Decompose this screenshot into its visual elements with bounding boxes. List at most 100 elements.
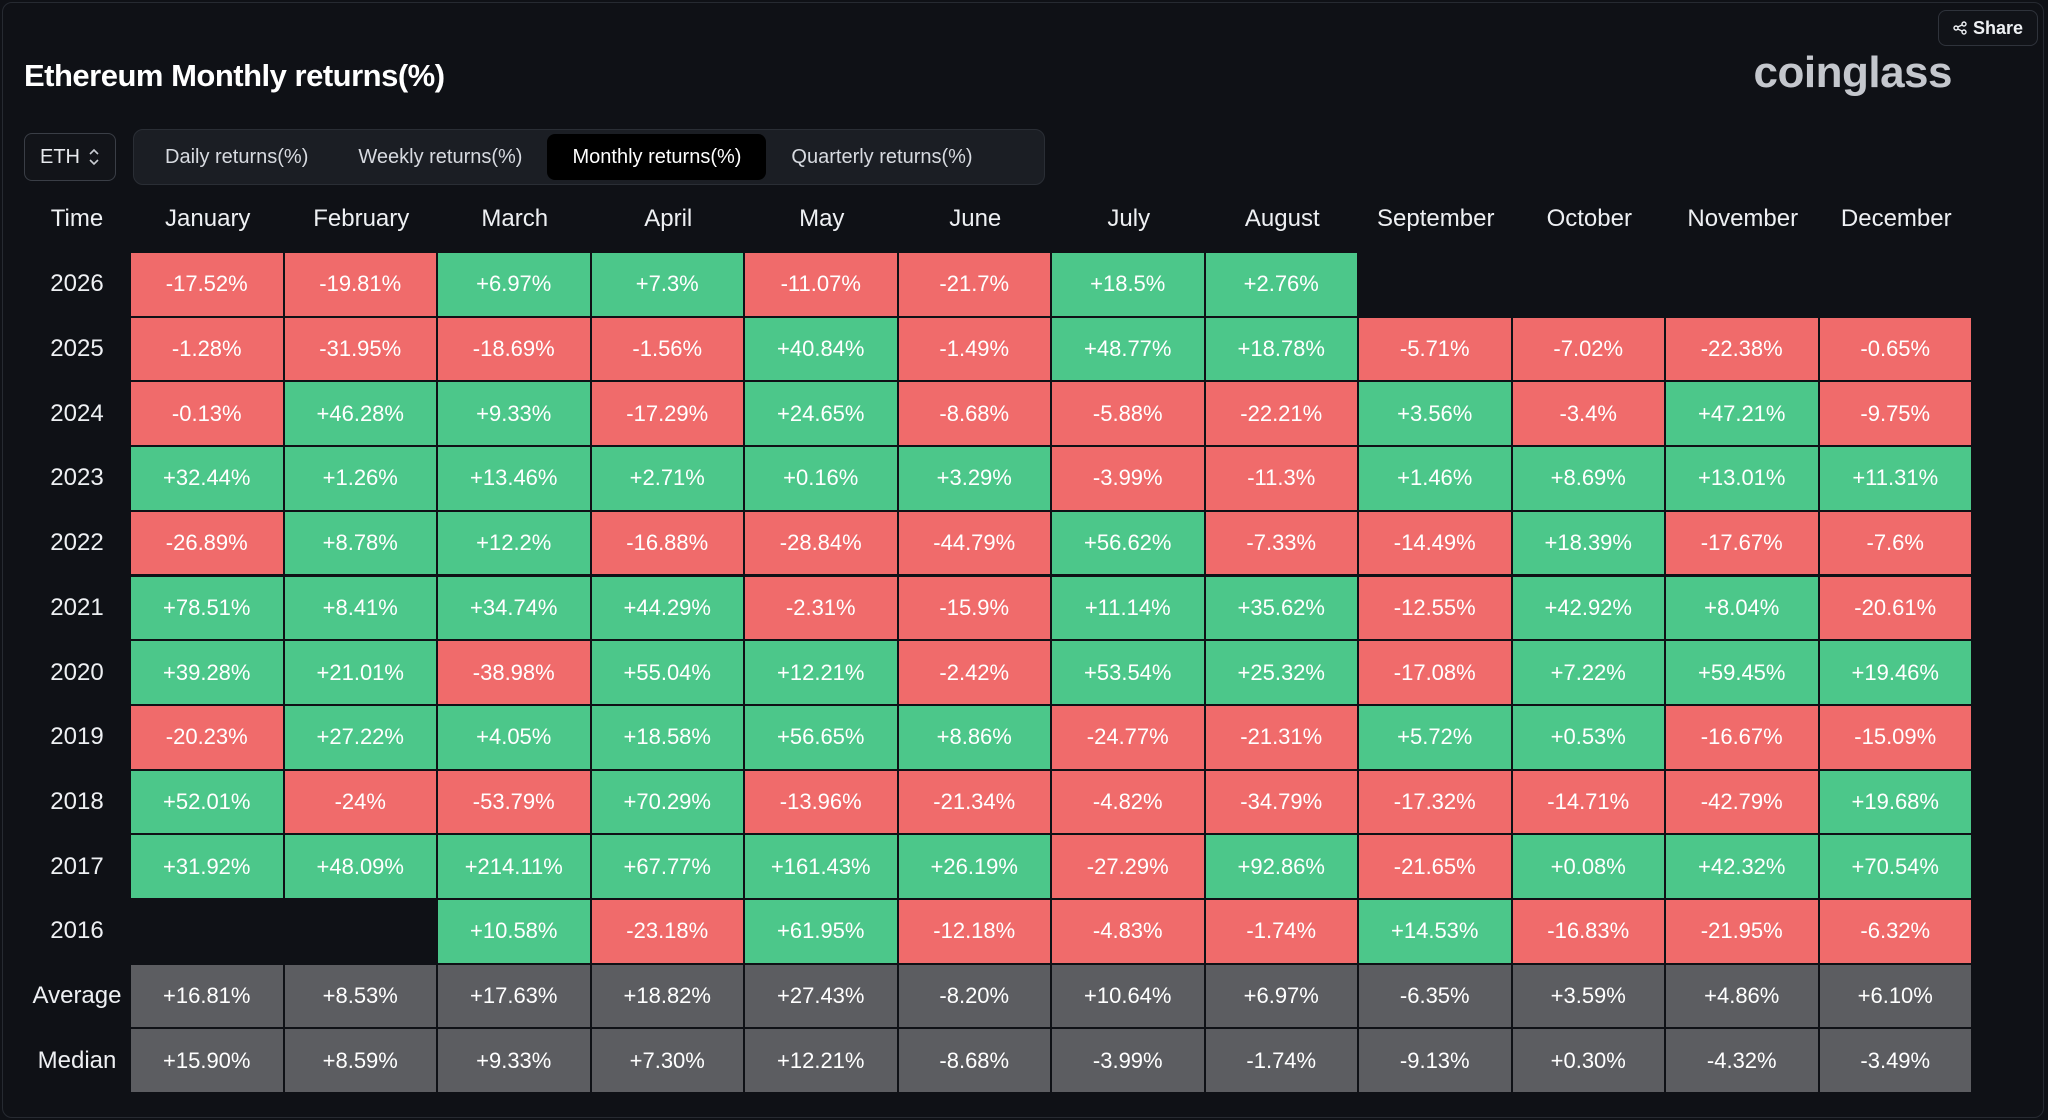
heatmap-cell: -21.7%: [898, 253, 1050, 316]
heatmap-cell: +61.95%: [745, 900, 897, 963]
heatmap-cell: -8.68%: [898, 1029, 1050, 1093]
heatmap-cell: +18.58%: [591, 705, 743, 769]
heatmap-cell: -12.18%: [898, 900, 1050, 963]
heatmap-cell: +11.31%: [1819, 447, 1971, 510]
heatmap-cell: +7.30%: [591, 1029, 743, 1093]
heatmap-cell: +70.29%: [591, 770, 743, 834]
heatmap-cell: -28.84%: [745, 511, 897, 575]
row-label-2018: 2018: [50, 787, 104, 815]
heatmap-cell: +48.77%: [1052, 317, 1204, 381]
heatmap-cell: +4.05%: [438, 705, 590, 769]
heatmap-cell: +2.76%: [1205, 253, 1357, 316]
heatmap-cell: -3.49%: [1819, 1029, 1971, 1093]
heatmap-cell: +67.77%: [591, 835, 743, 898]
heatmap-cell: +8.53%: [284, 964, 436, 1028]
heatmap-cell: -2.42%: [898, 641, 1050, 704]
heatmap-cell: -21.31%: [1205, 705, 1357, 769]
tab-quarterly-returns[interactable]: Quarterly returns(%): [791, 145, 973, 168]
heatmap-cell: +21.01%: [284, 641, 436, 704]
column-header-august: August: [1244, 204, 1320, 232]
heatmap-cell: -5.71%: [1359, 317, 1511, 381]
heatmap-cell: +2.71%: [591, 447, 743, 510]
column-header-october: October: [1546, 204, 1632, 232]
heatmap-cell: +18.82%: [591, 964, 743, 1028]
row-label-2016: 2016: [50, 917, 104, 945]
heatmap-cell: +14.53%: [1359, 900, 1511, 963]
row-label-2023: 2023: [50, 464, 104, 492]
heatmap-cell: +12.2%: [438, 511, 590, 575]
heatmap-cell: +18.5%: [1052, 253, 1204, 316]
heatmap-cell: +214.11%: [438, 835, 590, 898]
heatmap-cell: +6.10%: [1819, 964, 1971, 1028]
heatmap-cell: +6.97%: [438, 253, 590, 316]
chevron-up-down-icon: [89, 148, 99, 166]
heatmap-cell: +3.29%: [898, 447, 1050, 510]
heatmap-cell: +46.28%: [284, 382, 436, 446]
heatmap-cell: -4.83%: [1052, 900, 1204, 963]
heatmap-cell: +24.65%: [745, 382, 897, 446]
heatmap-cell: -2.31%: [745, 576, 897, 640]
heatmap-cell: -8.20%: [898, 964, 1050, 1028]
heatmap-cell: +4.86%: [1666, 964, 1818, 1028]
heatmap-cell: +11.14%: [1052, 576, 1204, 640]
heatmap-cell: -7.02%: [1512, 317, 1664, 381]
heatmap-cell: +8.69%: [1512, 447, 1664, 510]
returns-period-tabs: Daily returns(%) Weekly returns(%) Month…: [133, 129, 1045, 185]
heatmap-cell: +0.30%: [1512, 1029, 1664, 1093]
row-label-2021: 2021: [50, 593, 104, 621]
heatmap-cell: -12.55%: [1359, 576, 1511, 640]
heatmap-cell: -21.95%: [1666, 900, 1818, 963]
heatmap-cell: -42.79%: [1666, 770, 1818, 834]
share-icon: [1953, 21, 1967, 35]
tab-daily-returns[interactable]: Daily returns(%): [165, 145, 309, 168]
page-title: Ethereum Monthly returns(%): [24, 58, 445, 93]
heatmap-cell: +7.3%: [591, 253, 743, 316]
heatmap-cell: -3.99%: [1052, 1029, 1204, 1093]
heatmap-cell: -26.89%: [131, 511, 283, 575]
heatmap-cell: -1.74%: [1205, 900, 1357, 963]
heatmap-cell: -3.99%: [1052, 447, 1204, 510]
heatmap-cell: +10.64%: [1052, 964, 1204, 1028]
heatmap-cell: -21.34%: [898, 770, 1050, 834]
heatmap-cell: +42.32%: [1666, 835, 1818, 898]
tab-monthly-returns[interactable]: Monthly returns(%): [547, 134, 767, 180]
heatmap-cell: +0.08%: [1512, 835, 1664, 898]
column-header-march: March: [481, 204, 549, 232]
corner-label: Time: [50, 204, 104, 232]
heatmap-cell: +8.59%: [284, 1029, 436, 1093]
heatmap-cell: -24.77%: [1052, 705, 1204, 769]
heatmap-cell: -7.6%: [1819, 511, 1971, 575]
row-label-2017: 2017: [50, 852, 104, 880]
heatmap-cell: -44.79%: [898, 511, 1050, 575]
heatmap-cell: +3.59%: [1512, 964, 1664, 1028]
heatmap-cell: -17.52%: [131, 253, 283, 316]
heatmap-cell: -27.29%: [1052, 835, 1204, 898]
heatmap-cell: +34.74%: [438, 576, 590, 640]
heatmap-cell: +39.28%: [131, 641, 283, 704]
heatmap-cell: +19.46%: [1819, 641, 1971, 704]
heatmap-cell: -4.82%: [1052, 770, 1204, 834]
row-label-2020: 2020: [50, 658, 104, 686]
row-label-2025: 2025: [50, 335, 104, 363]
heatmap-cell: -0.13%: [131, 382, 283, 446]
heatmap-cell: +55.04%: [591, 641, 743, 704]
heatmap-cell: +15.90%: [131, 1029, 283, 1093]
share-button[interactable]: Share: [1937, 10, 2038, 46]
column-header-may: May: [799, 204, 845, 232]
heatmap-cell: -19.81%: [284, 253, 436, 316]
heatmap-cell: +1.26%: [284, 447, 436, 510]
heatmap-cell: +26.19%: [898, 835, 1050, 898]
heatmap-cell: +16.81%: [131, 964, 283, 1028]
heatmap-cell: -17.08%: [1359, 641, 1511, 704]
heatmap-cell: -5.88%: [1052, 382, 1204, 446]
heatmap-cell: -7.33%: [1205, 511, 1357, 575]
heatmap-cell: -15.09%: [1819, 705, 1971, 769]
heatmap-cell: -21.65%: [1359, 835, 1511, 898]
heatmap-cell: -16.67%: [1666, 705, 1818, 769]
heatmap-cell: +35.62%: [1205, 576, 1357, 640]
heatmap-cell: -17.32%: [1359, 770, 1511, 834]
coin-select[interactable]: ETH: [24, 133, 116, 181]
tab-weekly-returns[interactable]: Weekly returns(%): [358, 145, 523, 168]
heatmap-cell: +32.44%: [131, 447, 283, 510]
